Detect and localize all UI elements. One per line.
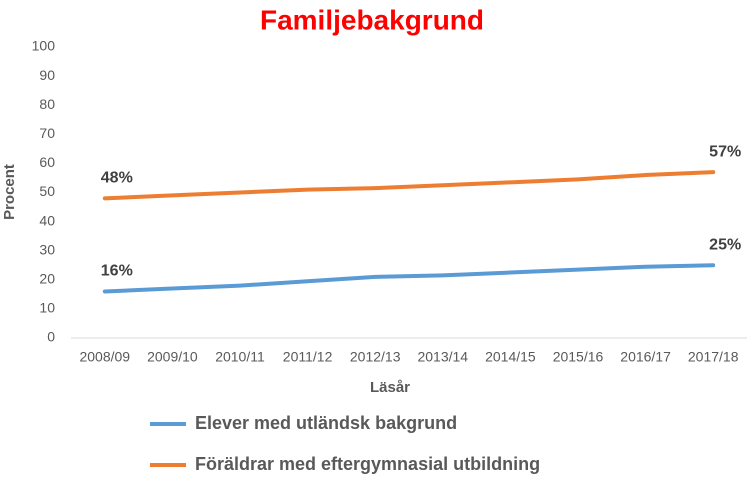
- data-label: 16%: [101, 263, 133, 280]
- x-tick-label: 2012/13: [350, 349, 401, 365]
- x-axis-title: Läsår: [370, 379, 410, 396]
- x-tick-label: 2015/16: [553, 349, 604, 365]
- y-axis-title: Procent: [1, 164, 18, 220]
- y-tick-label: 100: [32, 38, 56, 54]
- chart-title: Familjebakgrund: [260, 4, 484, 35]
- y-tick-label: 50: [39, 183, 55, 199]
- y-tick-label: 60: [39, 154, 55, 170]
- y-tick-label: 20: [39, 271, 55, 287]
- x-tick-label: 2009/10: [147, 349, 198, 365]
- y-tick-label: 70: [39, 125, 55, 141]
- series-line: [102, 263, 716, 294]
- series-line: [102, 170, 716, 201]
- y-tick-label: 80: [39, 96, 55, 112]
- data-label: 57%: [709, 143, 741, 160]
- y-tick-label: 0: [47, 329, 55, 345]
- x-tick-label: 2016/17: [620, 349, 671, 365]
- x-tick-label: 2011/12: [283, 349, 333, 365]
- legend-label: Elever med utländsk bakgrund: [195, 413, 457, 433]
- x-tick-label: 2017/18: [688, 349, 739, 365]
- x-tick-label: 2014/15: [485, 349, 536, 365]
- y-tick-label: 10: [39, 300, 55, 316]
- y-tick-label: 30: [39, 241, 55, 257]
- legend-label: Föräldrar med eftergymnasial utbildning: [195, 454, 540, 474]
- y-tick-label: 90: [39, 67, 55, 83]
- data-label: 48%: [101, 170, 133, 187]
- data-label: 25%: [709, 236, 741, 253]
- y-tick-label: 40: [39, 212, 55, 228]
- x-tick-label: 2010/11: [215, 349, 265, 365]
- x-tick-label: 2008/09: [79, 349, 130, 365]
- x-tick-label: 2013/14: [417, 349, 468, 365]
